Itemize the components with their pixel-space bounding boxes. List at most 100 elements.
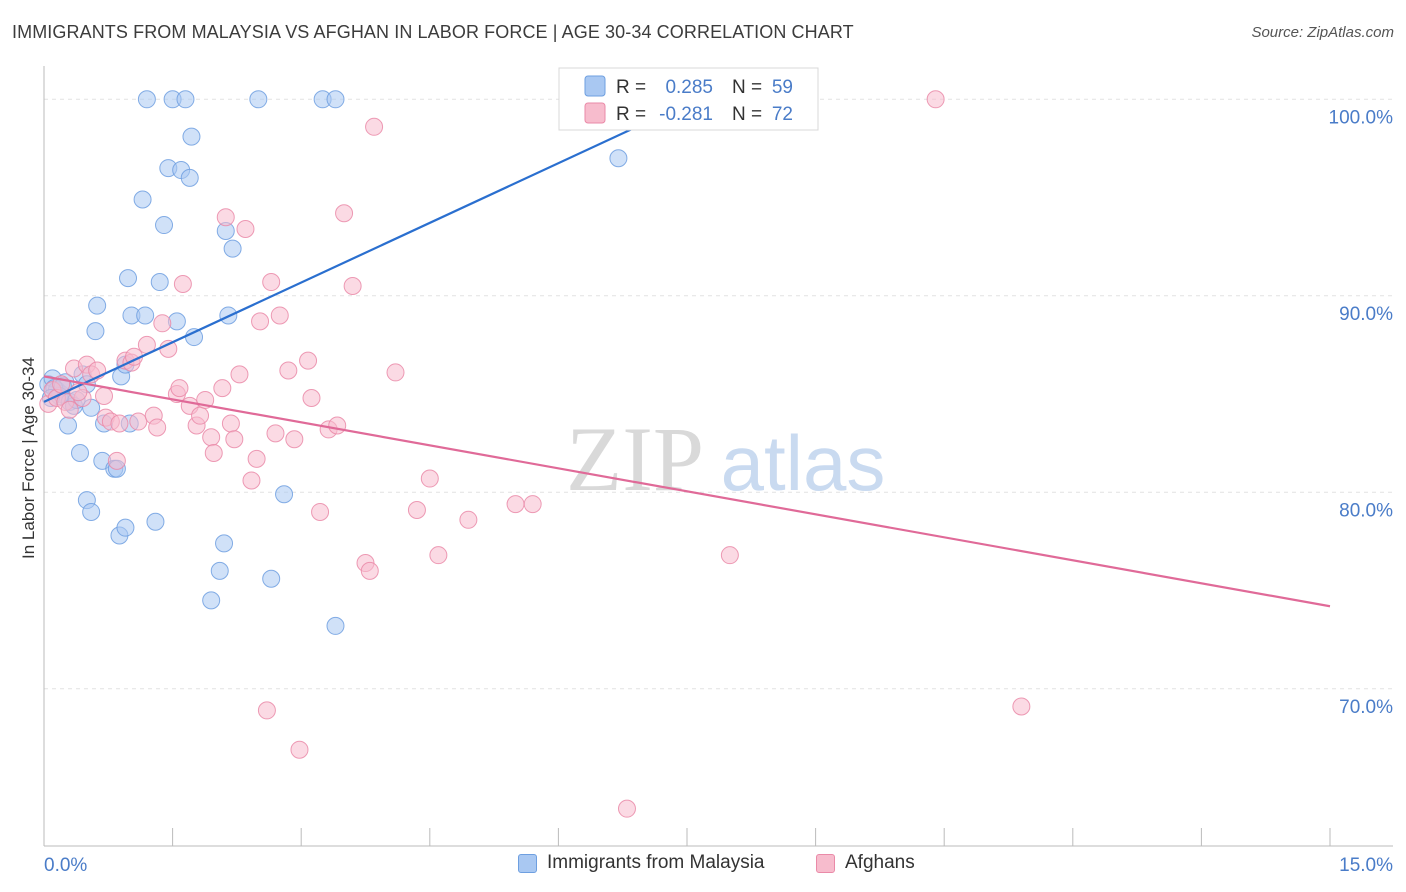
stats-swatch-pink bbox=[584, 102, 606, 124]
point-malaysia bbox=[133, 190, 152, 209]
point-afghans bbox=[236, 219, 255, 238]
point-afghans bbox=[242, 471, 261, 490]
point-afghans bbox=[270, 306, 289, 325]
point-malaysia bbox=[71, 444, 90, 462]
point-malaysia bbox=[210, 561, 229, 580]
point-malaysia bbox=[262, 569, 281, 588]
y-axis-label: In Labor Force | Age 30-34 bbox=[19, 357, 38, 559]
point-afghans bbox=[926, 90, 945, 109]
point-afghans bbox=[247, 449, 266, 468]
point-malaysia bbox=[182, 127, 201, 146]
point-malaysia bbox=[116, 518, 135, 537]
point-afghans bbox=[221, 414, 240, 433]
point-malaysia bbox=[326, 90, 345, 109]
x-tick-label-max: 15.0% bbox=[1339, 855, 1393, 876]
point-afghans bbox=[459, 510, 478, 529]
point-afghans bbox=[191, 406, 210, 425]
point-afghans bbox=[60, 400, 79, 419]
point-malaysia bbox=[59, 416, 78, 435]
point-malaysia bbox=[223, 239, 242, 258]
point-afghans bbox=[285, 430, 304, 449]
point-afghans bbox=[360, 561, 379, 580]
point-afghans bbox=[365, 117, 384, 136]
point-afghans bbox=[225, 430, 244, 449]
point-afghans bbox=[420, 469, 439, 488]
y-tick-label: 70.0% bbox=[1339, 697, 1393, 718]
point-afghans bbox=[266, 424, 285, 443]
legend-label-afghans: Afghans bbox=[845, 852, 915, 873]
point-afghans bbox=[506, 495, 525, 514]
point-afghans bbox=[257, 701, 276, 720]
gridlines bbox=[44, 98, 1393, 690]
legend-swatch-malaysia bbox=[518, 853, 537, 873]
point-afghans bbox=[213, 379, 232, 398]
point-afghans bbox=[290, 740, 309, 759]
point-malaysia bbox=[88, 296, 107, 315]
stats-n-value-blue: 59 bbox=[772, 77, 793, 98]
stats-r-value-blue: 0.285 bbox=[665, 77, 713, 98]
point-afghans bbox=[204, 444, 223, 462]
point-afghans bbox=[386, 363, 405, 382]
trendline-malaysia bbox=[43, 78, 739, 403]
point-afghans bbox=[216, 208, 235, 227]
trendline-afghans bbox=[43, 375, 1331, 608]
point-malaysia bbox=[146, 512, 165, 531]
point-malaysia bbox=[137, 90, 156, 109]
point-afghans bbox=[262, 273, 281, 292]
y-tick-label: 100.0% bbox=[1329, 107, 1394, 128]
point-afghans bbox=[429, 546, 448, 565]
point-afghans bbox=[343, 276, 362, 295]
legend-label-malaysia: Immigrants from Malaysia bbox=[547, 852, 765, 873]
y-tick-label: 90.0% bbox=[1339, 304, 1393, 325]
stats-r-label-blue: R = bbox=[616, 77, 646, 98]
point-afghans bbox=[407, 500, 426, 519]
point-afghans bbox=[173, 275, 192, 294]
point-afghans bbox=[129, 412, 148, 431]
point-afghans bbox=[107, 451, 126, 470]
point-malaysia bbox=[249, 90, 268, 109]
stats-swatch-blue bbox=[584, 75, 606, 97]
stats-legend: R = 0.285 N = 59 R = -0.281 N = 72 bbox=[558, 67, 819, 131]
point-afghans bbox=[335, 204, 354, 223]
point-malaysia bbox=[150, 273, 169, 292]
point-afghans bbox=[328, 416, 347, 435]
point-afghans bbox=[95, 387, 114, 406]
point-afghans bbox=[153, 314, 172, 333]
point-malaysia bbox=[176, 90, 195, 109]
axes: 70.0% 80.0% 90.0% 100.0% bbox=[43, 66, 1394, 847]
point-afghans bbox=[1012, 697, 1031, 716]
watermark: ZIP atlas bbox=[566, 408, 885, 510]
stats-n-label-blue: N = bbox=[732, 77, 762, 98]
point-malaysia bbox=[155, 216, 174, 235]
point-afghans bbox=[299, 351, 318, 370]
point-malaysia bbox=[180, 168, 199, 187]
legend-swatch-afghans bbox=[816, 853, 835, 873]
point-malaysia bbox=[86, 322, 105, 341]
legend-item-malaysia[interactable]: Immigrants from Malaysia bbox=[518, 852, 765, 874]
chart-title: IMMIGRANTS FROM MALAYSIA VS AFGHAN IN LA… bbox=[12, 22, 854, 42]
stats-n-value-pink: 72 bbox=[772, 104, 793, 125]
point-malaysia bbox=[136, 306, 155, 325]
point-afghans bbox=[202, 428, 221, 447]
y-tick-label: 80.0% bbox=[1339, 500, 1393, 521]
stats-r-value-pink: -0.281 bbox=[659, 104, 713, 125]
point-malaysia bbox=[119, 269, 138, 288]
point-afghans bbox=[230, 365, 249, 384]
point-afghans bbox=[251, 312, 270, 331]
legend-item-afghans[interactable]: Afghans bbox=[816, 852, 915, 874]
watermark-atlas: atlas bbox=[721, 419, 886, 507]
point-afghans bbox=[110, 414, 129, 433]
stats-n-label-pink: N = bbox=[732, 104, 762, 125]
point-afghans bbox=[302, 388, 321, 407]
point-malaysia bbox=[82, 502, 101, 521]
source-credit: Source: ZipAtlas.com bbox=[1251, 24, 1394, 41]
data-points bbox=[39, 90, 1031, 818]
watermark-zip: ZIP bbox=[566, 408, 704, 510]
point-afghans bbox=[617, 799, 636, 818]
point-afghans bbox=[311, 502, 330, 521]
point-malaysia bbox=[326, 616, 345, 635]
point-malaysia bbox=[202, 591, 221, 610]
point-afghans bbox=[148, 418, 167, 437]
point-malaysia bbox=[609, 149, 628, 168]
